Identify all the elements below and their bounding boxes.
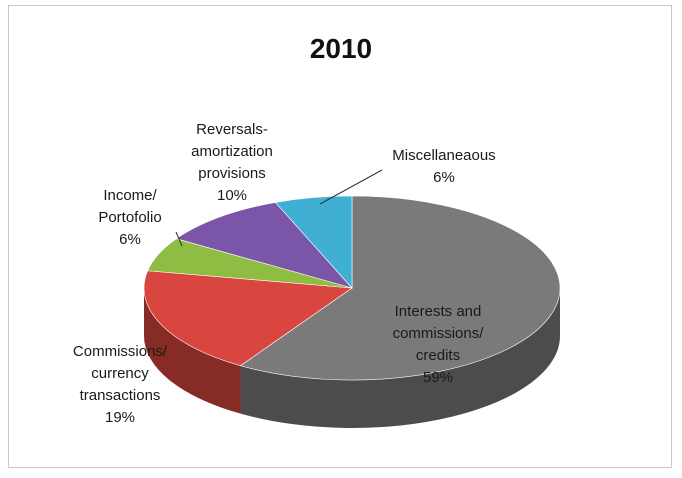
slice-miscellaneaous [274, 195, 353, 289]
slice-value-reversals-amortization-provisions: 10% [217, 187, 247, 204]
slice-label-income-portofolio: Income/Portofolio 6% [98, 187, 161, 248]
slice-side-interests-and-commissions-credits [240, 288, 560, 428]
leader-line-income-portofolio [175, 231, 183, 247]
slice-side-commissions-currency-transactions [144, 288, 241, 414]
slice-label-line: Reversals- [196, 121, 268, 138]
slice-label-line: provisions [198, 165, 266, 182]
pie-depth [144, 288, 560, 428]
slice-label-line: Portofolio [98, 209, 161, 226]
chart-title: 2010 [310, 33, 372, 64]
slice-labels: Interests and commissions/credits 59% Commi… [73, 121, 496, 426]
slice-value-miscellaneaous: 6% [433, 169, 455, 186]
slice-label-line: credits [416, 347, 460, 364]
slice-value-commissions-currency-transactions: 19% [105, 409, 135, 426]
slice-value-interests-and-commissions-credits: 59% [423, 369, 453, 386]
slice-label-line: Income/ [103, 187, 157, 204]
pie-slices [143, 195, 561, 381]
slice-label-line: currency [91, 365, 149, 382]
leader-lines [175, 169, 383, 247]
leader-line-miscellaneaous [319, 169, 383, 205]
slice-label-line: transactions [80, 387, 161, 404]
slice-label-line: Interests and [395, 303, 482, 320]
slice-label-line: Miscellaneaous [392, 147, 495, 164]
slice-reversals-amortization-provisions [175, 202, 353, 289]
slice-label-commissions-currency-transactions: Commissions/currency transactions 19% [73, 343, 168, 426]
slice-value-income-portofolio: 6% [119, 231, 141, 248]
slice-label-reversals-amortization-provisions: Reversals-amortization provisions 10% [191, 121, 273, 204]
slice-label-line: amortization [191, 143, 273, 160]
slice-label-interests-and-commissions-credits: Interests and commissions/credits 59% [393, 303, 485, 386]
slice-label-line: Commissions/ [73, 343, 168, 360]
slice-commissions-currency-transactions [143, 270, 353, 367]
slice-label-line: commissions/ [393, 325, 485, 342]
slice-label-miscellaneaous: Miscellaneaous 6% [392, 147, 495, 186]
slice-interests-and-commissions-credits [239, 195, 561, 381]
